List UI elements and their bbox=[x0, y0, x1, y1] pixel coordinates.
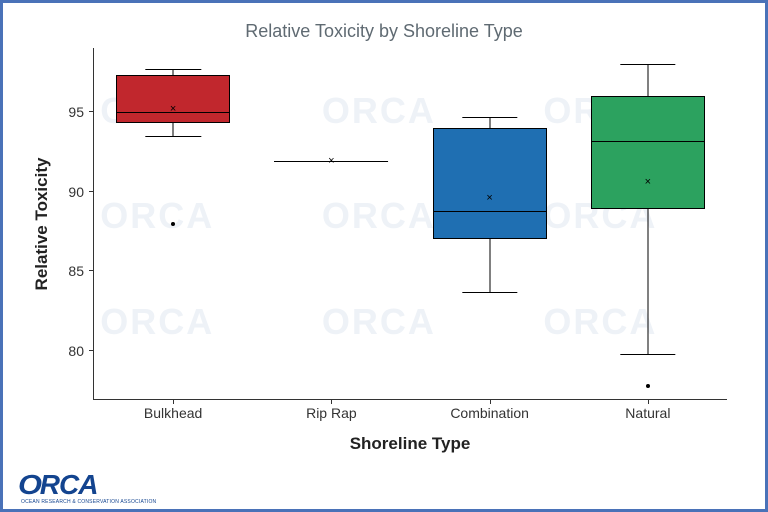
watermark-text: ORCA bbox=[100, 301, 214, 343]
orca-logo: ORCA bbox=[19, 469, 97, 501]
x-tick-mark bbox=[648, 399, 649, 404]
watermark-text: ORCA bbox=[322, 301, 436, 343]
whisker-high bbox=[647, 64, 648, 96]
x-category-label: Bulkhead bbox=[144, 405, 202, 421]
box bbox=[591, 96, 705, 209]
whisker-high bbox=[489, 117, 490, 128]
watermark-text: ORCA bbox=[322, 195, 436, 237]
whisker-cap-low bbox=[462, 292, 517, 293]
whisker-low bbox=[489, 239, 490, 292]
outlier-point bbox=[171, 222, 175, 226]
chart-title: Relative Toxicity by Shoreline Type bbox=[23, 21, 745, 42]
watermark-text: ORCA bbox=[322, 90, 436, 132]
y-tick-mark bbox=[89, 270, 94, 271]
y-tick-label: 95 bbox=[68, 104, 84, 120]
mean-marker: × bbox=[328, 155, 334, 167]
median-line bbox=[433, 211, 547, 212]
x-category-label: Combination bbox=[450, 405, 529, 421]
median-line bbox=[591, 141, 705, 142]
x-axis-title: Shoreline Type bbox=[350, 434, 471, 454]
whisker-cap-low bbox=[145, 136, 200, 137]
mean-marker: × bbox=[645, 176, 651, 188]
y-tick-mark bbox=[89, 111, 94, 112]
mean-marker: × bbox=[486, 192, 492, 204]
whisker-cap-high bbox=[462, 117, 517, 118]
plot-panel: Relative Toxicity ORCAORCAORCAORCAORCAOR… bbox=[93, 48, 727, 400]
y-tick-label: 80 bbox=[68, 343, 84, 359]
x-category-label: Rip Rap bbox=[306, 405, 357, 421]
watermark-text: ORCA bbox=[100, 195, 214, 237]
x-tick-mark bbox=[331, 399, 332, 404]
mean-marker: × bbox=[170, 103, 176, 115]
box bbox=[116, 75, 230, 123]
whisker-low bbox=[173, 123, 174, 136]
whisker-cap-low bbox=[620, 354, 675, 355]
whisker-cap-high bbox=[145, 69, 200, 70]
plot-wrap: Relative Toxicity ORCAORCAORCAORCAORCAOR… bbox=[93, 48, 727, 428]
x-tick-mark bbox=[173, 399, 174, 404]
box bbox=[433, 128, 547, 240]
orca-logo-subtext: OCEAN RESEARCH & CONSERVATION ASSOCIATIO… bbox=[21, 499, 156, 505]
y-tick-label: 90 bbox=[68, 184, 84, 200]
y-axis-title: Relative Toxicity bbox=[32, 157, 52, 290]
y-tick-mark bbox=[89, 191, 94, 192]
x-category-label: Natural bbox=[625, 405, 670, 421]
y-tick-label: 85 bbox=[68, 263, 84, 279]
y-tick-mark bbox=[89, 350, 94, 351]
whisker-cap-high bbox=[620, 64, 675, 65]
whisker-low bbox=[647, 209, 648, 354]
outlier-point bbox=[646, 384, 650, 388]
x-tick-mark bbox=[490, 399, 491, 404]
watermark-text: ORCA bbox=[543, 301, 657, 343]
figure-frame: Relative Toxicity by Shoreline Type Rela… bbox=[0, 0, 768, 512]
